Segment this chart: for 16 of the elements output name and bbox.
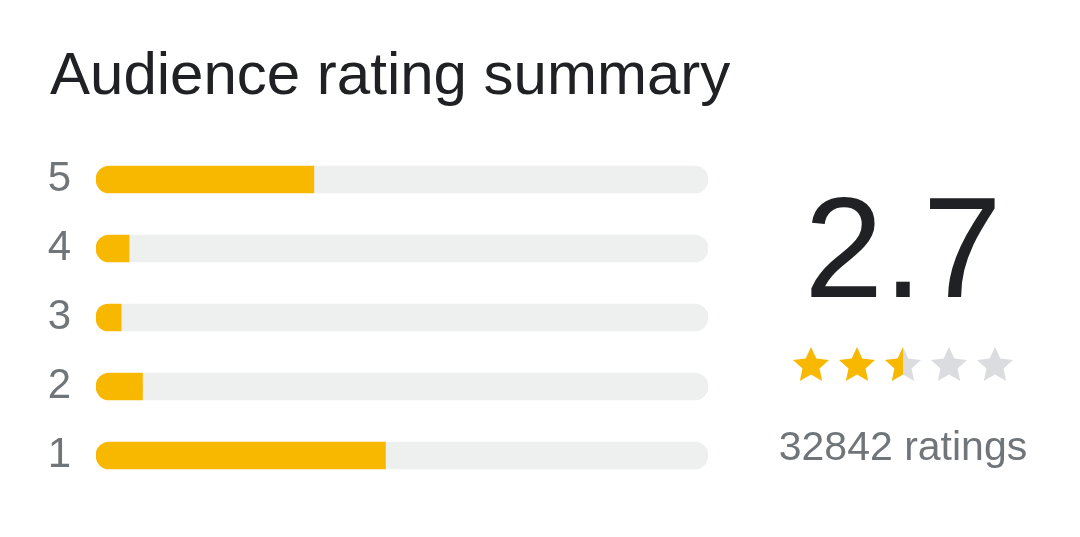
y-tick-label: 2 <box>47 360 71 408</box>
y-tick-label: 3 <box>47 291 71 339</box>
chart-title: Audience rating summary <box>50 40 731 107</box>
bar <box>142 372 708 401</box>
bar <box>385 441 708 470</box>
bar <box>313 165 708 194</box>
bar <box>120 303 708 332</box>
text: 32842 ratings <box>778 423 1028 469</box>
bar <box>128 234 708 263</box>
y-tick-label: 5 <box>47 153 71 201</box>
y-tick-label: 4 <box>47 222 71 270</box>
bar <box>96 441 386 470</box>
bar <box>96 165 315 194</box>
text: 2.7 <box>804 168 1002 327</box>
y-tick-label: 1 <box>47 429 71 477</box>
bar <box>96 372 143 401</box>
